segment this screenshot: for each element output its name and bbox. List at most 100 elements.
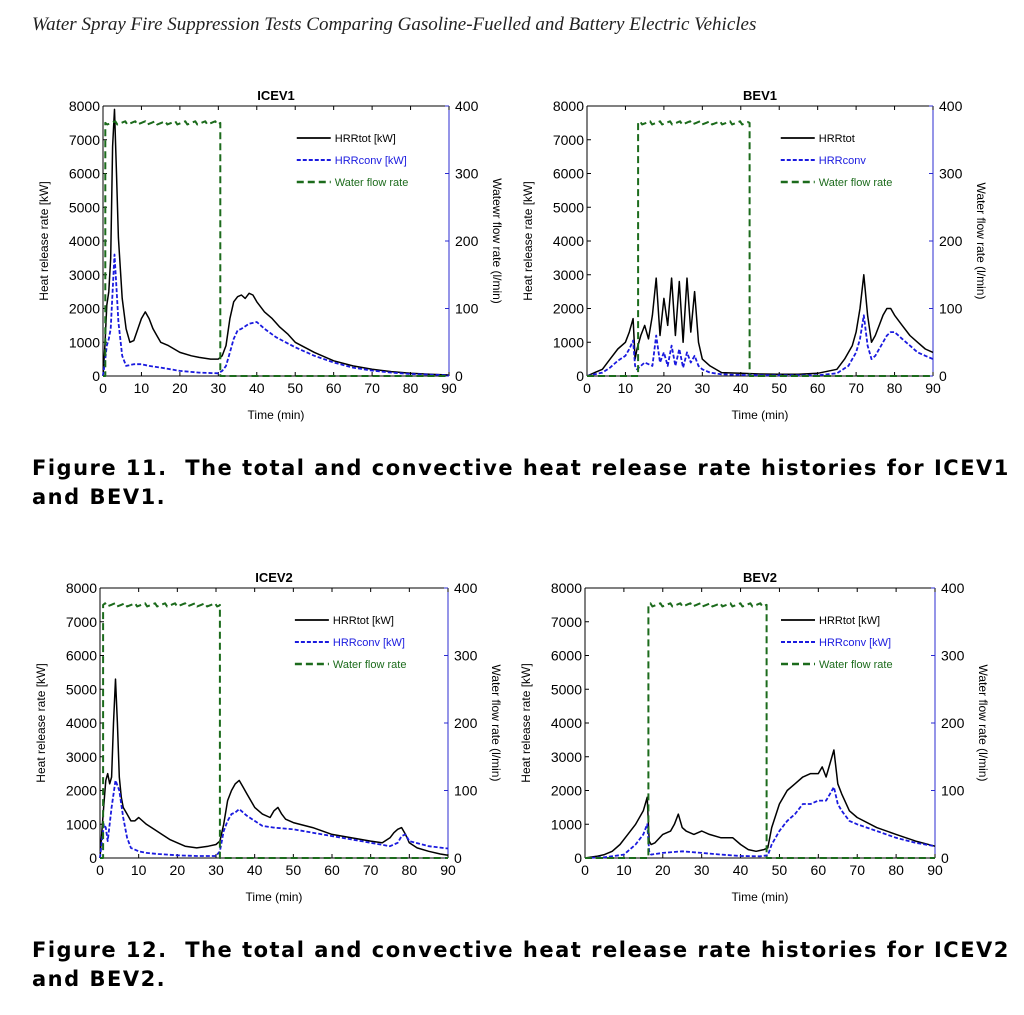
x-tick-label: 30 (211, 380, 227, 396)
x-tick-label: 80 (887, 380, 903, 396)
chart-title: BEV2 (743, 570, 777, 585)
y-tick-label: 4000 (69, 233, 100, 249)
y2-tick-label: 400 (454, 580, 478, 596)
y-tick-label: 7000 (553, 132, 584, 148)
series-line-water-flow-rate (103, 120, 449, 377)
x-tick-label: 80 (888, 862, 904, 878)
y-tick-label: 6000 (66, 648, 97, 664)
y-tick-label: 0 (89, 850, 97, 866)
x-tick-label: 40 (247, 862, 263, 878)
y2-tick-label: 0 (939, 368, 947, 384)
x-tick-label: 60 (811, 862, 827, 878)
x-tick-label: 20 (656, 380, 672, 396)
y2-tick-label: 200 (941, 715, 965, 731)
x-tick-label: 90 (440, 862, 456, 878)
y2-tick-label: 100 (454, 783, 478, 799)
y2-axis-label: Water flow rate (l/min) (974, 183, 988, 300)
x-tick-label: 40 (249, 380, 265, 396)
x-tick-label: 0 (581, 862, 589, 878)
y-tick-label: 1000 (69, 334, 100, 350)
legend-label: HRRtot [kW] (335, 133, 396, 145)
y-tick-label: 3000 (553, 267, 584, 283)
series-line-hrrtot-kw (99, 678, 449, 859)
y-axis-label: Heat release rate [kW] (519, 663, 533, 782)
x-tick-label: 10 (618, 380, 634, 396)
figure-11-label: Figure 11. (32, 456, 168, 480)
x-tick-label: 60 (324, 862, 340, 878)
x-tick-label: 50 (286, 862, 302, 878)
y-axis-label: Heat release rate [kW] (34, 663, 48, 782)
y-tick-label: 2000 (69, 301, 100, 317)
x-tick-label: 40 (733, 862, 749, 878)
chart-title: BEV1 (743, 88, 777, 103)
series-line-water-flow-rate (587, 120, 933, 377)
y-tick-label: 0 (576, 368, 584, 384)
x-tick-label: 90 (927, 862, 943, 878)
x-tick-label: 0 (583, 380, 591, 396)
x-axis-label: Time (min) (246, 890, 303, 904)
x-tick-label: 10 (131, 862, 147, 878)
y-tick-label: 8000 (553, 98, 584, 114)
series-line-water-flow-rate (100, 602, 448, 859)
y2-tick-label: 100 (455, 301, 479, 317)
x-tick-label: 50 (772, 862, 788, 878)
y2-tick-label: 400 (941, 580, 965, 596)
y-axis-label: Heat release rate [kW] (521, 181, 535, 300)
x-tick-label: 90 (925, 380, 941, 396)
x-tick-label: 50 (287, 380, 303, 396)
x-tick-label: 70 (848, 380, 864, 396)
y2-tick-label: 0 (454, 850, 462, 866)
y2-tick-label: 300 (939, 166, 963, 182)
x-axis-label: Time (min) (732, 890, 789, 904)
legend-label: Water flow rate (333, 659, 407, 671)
series-line-hrrconv (586, 314, 934, 377)
y-tick-label: 3000 (551, 749, 582, 765)
x-tick-label: 70 (849, 862, 865, 878)
series-line-water-flow-rate (585, 602, 935, 859)
y-tick-label: 0 (574, 850, 582, 866)
series-line-hrrconv-kw (584, 786, 936, 859)
y2-axis-label: Water flow rate (l/min) (976, 665, 990, 782)
y-tick-label: 5000 (553, 199, 584, 215)
y2-tick-label: 400 (455, 98, 479, 114)
y2-tick-label: 100 (939, 301, 963, 317)
y-tick-label: 1000 (551, 816, 582, 832)
y2-tick-label: 200 (454, 715, 478, 731)
y2-tick-label: 300 (941, 648, 965, 664)
x-tick-label: 60 (326, 380, 342, 396)
figure-11-caption: Figure 11. The total and convective heat… (32, 454, 1024, 512)
y2-tick-label: 400 (939, 98, 963, 114)
y-tick-label: 8000 (69, 98, 100, 114)
x-tick-label: 80 (402, 862, 418, 878)
x-tick-label: 60 (810, 380, 826, 396)
series-line-hrrtot-kw (102, 108, 450, 377)
y-tick-label: 7000 (66, 614, 97, 630)
x-tick-label: 30 (694, 862, 710, 878)
y-tick-label: 8000 (66, 580, 97, 596)
y-tick-label: 6000 (551, 648, 582, 664)
legend-label: HRRtot [kW] (819, 615, 880, 627)
x-tick-label: 0 (99, 380, 107, 396)
chart-title: ICEV2 (255, 570, 293, 585)
legend-label: Water flow rate (819, 659, 893, 671)
legend-label: HRRconv [kW] (335, 155, 407, 167)
x-tick-label: 70 (364, 380, 380, 396)
y2-axis-label: Watewr flow rate (l/min) (490, 178, 504, 304)
x-tick-label: 20 (655, 862, 671, 878)
y-tick-label: 3000 (66, 749, 97, 765)
y-tick-label: 8000 (551, 580, 582, 596)
y-tick-label: 4000 (551, 715, 582, 731)
x-tick-label: 20 (170, 862, 186, 878)
legend-label: HRRtot (819, 133, 855, 145)
y-tick-label: 2000 (66, 783, 97, 799)
y-tick-label: 7000 (551, 614, 582, 630)
y-tick-label: 5000 (69, 199, 100, 215)
x-tick-label: 40 (733, 380, 749, 396)
x-tick-label: 50 (771, 380, 787, 396)
legend-label: HRRconv (819, 155, 867, 167)
y-tick-label: 0 (92, 368, 100, 384)
